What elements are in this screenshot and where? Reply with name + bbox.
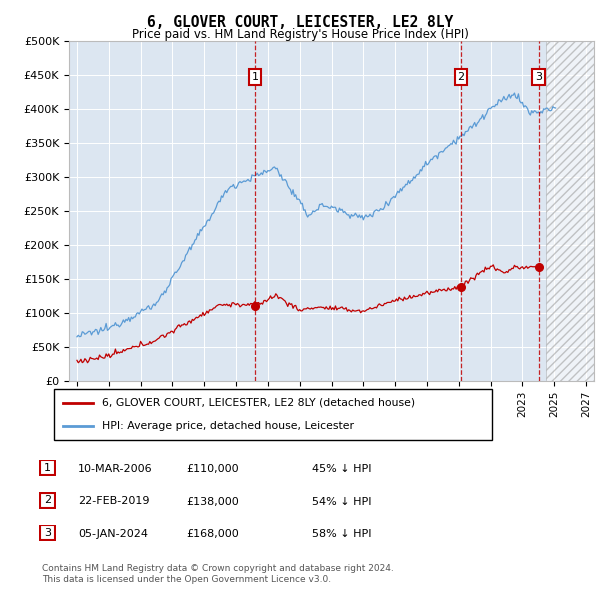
Text: £110,000: £110,000 (186, 464, 239, 474)
Text: 45% ↓ HPI: 45% ↓ HPI (312, 464, 371, 474)
Text: Price paid vs. HM Land Registry's House Price Index (HPI): Price paid vs. HM Land Registry's House … (131, 28, 469, 41)
Text: £168,000: £168,000 (186, 529, 239, 539)
Text: 2: 2 (457, 72, 464, 82)
Text: 6, GLOVER COURT, LEICESTER, LE2 8LY (detached house): 6, GLOVER COURT, LEICESTER, LE2 8LY (det… (102, 398, 415, 408)
Text: 3: 3 (535, 72, 542, 82)
Text: £138,000: £138,000 (186, 497, 239, 506)
Text: 10-MAR-2006: 10-MAR-2006 (78, 464, 152, 474)
Text: 3: 3 (44, 528, 51, 537)
Text: 1: 1 (251, 72, 259, 82)
Text: 2: 2 (44, 496, 51, 505)
Text: 05-JAN-2024: 05-JAN-2024 (78, 529, 148, 539)
Text: This data is licensed under the Open Government Licence v3.0.: This data is licensed under the Open Gov… (42, 575, 331, 584)
Text: 58% ↓ HPI: 58% ↓ HPI (312, 529, 371, 539)
Text: HPI: Average price, detached house, Leicester: HPI: Average price, detached house, Leic… (102, 421, 354, 431)
Text: 54% ↓ HPI: 54% ↓ HPI (312, 497, 371, 506)
Bar (546, 41, 594, 381)
Text: 1: 1 (44, 463, 51, 473)
Text: 22-FEB-2019: 22-FEB-2019 (78, 497, 149, 506)
Text: Contains HM Land Registry data © Crown copyright and database right 2024.: Contains HM Land Registry data © Crown c… (42, 565, 394, 573)
Text: 6, GLOVER COURT, LEICESTER, LE2 8LY: 6, GLOVER COURT, LEICESTER, LE2 8LY (147, 15, 453, 30)
